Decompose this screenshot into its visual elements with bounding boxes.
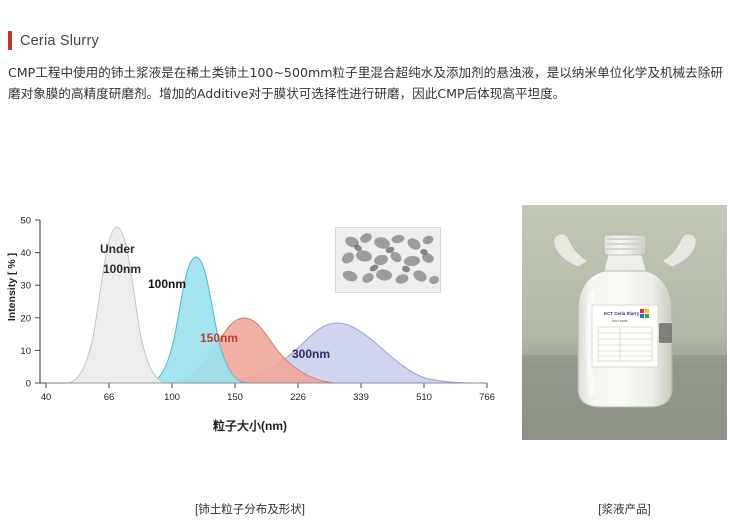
svg-text:766: 766 [479, 392, 495, 403]
annotation-under: Under [100, 242, 135, 256]
annotation-under-100nm: 100nm [103, 262, 142, 276]
svg-text:40: 40 [41, 392, 52, 403]
svg-text:150: 150 [227, 392, 243, 403]
particle-distribution-chart: 0 10 20 30 40 50 40 66 [0, 205, 500, 517]
chart-caption: [铈土粒子分布及形状] [195, 504, 305, 516]
chart-svg: 0 10 20 30 40 50 40 66 [20, 216, 495, 404]
svg-text:339: 339 [353, 392, 369, 403]
chart-y-axis-label: Intensity [ % ] [6, 252, 18, 322]
annotation-150nm: 150nm [200, 331, 239, 345]
svg-text:510: 510 [416, 392, 432, 403]
tem-image-inset [335, 227, 441, 293]
svg-text:226: 226 [290, 392, 306, 403]
page-title: Ceria Slurry [20, 32, 99, 49]
annotation-300nm: 300nm [292, 347, 331, 361]
page-title-row: Ceria Slurry [8, 31, 99, 50]
photo-caption: [浆液产品] [598, 504, 651, 516]
product-photo: KCT Ceria Slurry (KCT-3100) [522, 205, 727, 440]
svg-text:66: 66 [104, 392, 115, 403]
svg-text:10: 10 [20, 346, 31, 357]
chart-plot-area: 0 10 20 30 40 50 40 66 [0, 205, 500, 425]
svg-text:100: 100 [164, 392, 180, 403]
svg-text:30: 30 [20, 281, 31, 292]
product-description: CMP工程中使用的铈土浆液是在稀土类铈土100~500mm粒子里混合超纯水及添加… [8, 65, 723, 101]
product-photo-block: KCT Ceria Slurry (KCT-3100) [522, 205, 727, 516]
annotation-100nm: 100nm [148, 277, 187, 291]
chart-x-axis-label: 粒子大小(nm) [213, 419, 287, 433]
svg-text:(KCT-3100): (KCT-3100) [612, 319, 628, 323]
svg-text:40: 40 [20, 248, 31, 259]
svg-text:50: 50 [20, 216, 31, 227]
svg-text:KCT Ceria Slurry: KCT Ceria Slurry [604, 311, 640, 316]
svg-text:0: 0 [26, 379, 31, 390]
title-accent-bar [8, 31, 12, 50]
svg-text:20: 20 [20, 313, 31, 324]
